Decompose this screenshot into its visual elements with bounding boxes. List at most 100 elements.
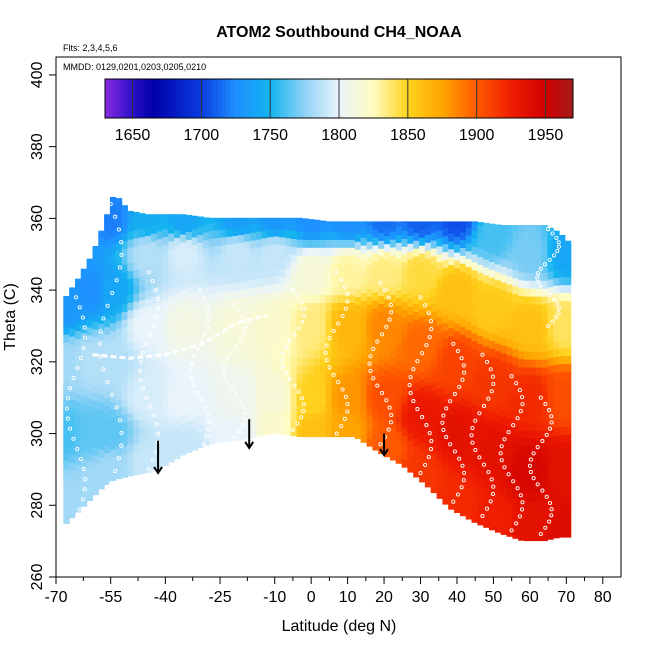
sample-point — [520, 500, 525, 505]
field-cell — [185, 239, 193, 248]
field-cell — [139, 370, 146, 380]
field-cell — [343, 389, 350, 398]
field-cell — [354, 414, 362, 424]
field-cell — [448, 375, 455, 384]
field-cell — [559, 521, 566, 530]
field-cell — [564, 355, 572, 364]
field-cell — [489, 300, 496, 310]
field-cell — [203, 397, 210, 407]
field-cell — [308, 389, 315, 398]
field-cell — [279, 244, 286, 254]
field-cell — [553, 387, 560, 397]
field-cell — [185, 231, 193, 240]
sample-point — [535, 445, 540, 450]
field-cell — [203, 413, 210, 422]
field-cell — [238, 281, 245, 291]
field-cell — [389, 286, 397, 295]
colorbar-cell — [175, 79, 180, 118]
field-cell — [168, 225, 175, 234]
field-cell — [92, 265, 99, 275]
field-cell — [133, 332, 140, 341]
field-cell — [506, 252, 513, 261]
field-cell — [378, 421, 385, 431]
field-cell — [559, 331, 566, 341]
field-cell — [442, 361, 449, 371]
field-cell — [133, 261, 140, 270]
field-cell — [63, 349, 70, 359]
field-cell — [191, 347, 198, 356]
field-cell — [500, 234, 508, 243]
field-cell — [424, 384, 432, 393]
field-cell — [144, 385, 152, 394]
field-cell — [448, 240, 455, 250]
field-cell — [255, 333, 263, 342]
field-cell — [465, 479, 473, 488]
field-cell — [127, 294, 134, 303]
field-cell — [465, 329, 473, 339]
field-cell — [284, 221, 292, 231]
field-cell — [547, 263, 554, 272]
colorbar-cell — [147, 79, 153, 118]
colorbar-frame — [104, 78, 574, 119]
y-tick-label: 300 — [29, 420, 46, 447]
field-cell — [156, 325, 163, 334]
field-cell — [156, 246, 163, 256]
field-cell — [203, 405, 210, 414]
field-cell — [436, 301, 443, 310]
field-cell — [529, 256, 537, 265]
field-cell — [541, 461, 548, 471]
field-cell — [314, 247, 321, 256]
field-cell — [512, 490, 519, 500]
field-cell — [506, 236, 513, 245]
field-cell — [559, 347, 566, 357]
field-cell — [448, 414, 455, 423]
colorbar-cell — [331, 79, 336, 118]
field-cell — [564, 513, 572, 522]
field-cell — [302, 365, 309, 374]
sample-point — [515, 416, 520, 421]
colorbar-cell — [307, 79, 313, 118]
field-cell — [75, 425, 82, 434]
field-cell — [512, 340, 519, 350]
field-cell — [500, 471, 508, 480]
field-cell — [273, 346, 280, 355]
field-cell — [535, 477, 543, 486]
field-cell — [465, 250, 473, 260]
field-cell — [144, 409, 152, 418]
field-cell — [133, 214, 140, 223]
field-cell — [279, 268, 286, 277]
field-cell — [267, 260, 274, 269]
field-cell — [483, 377, 490, 386]
field-cell — [459, 350, 467, 359]
field-cell — [203, 421, 210, 430]
field-cell — [121, 224, 128, 234]
field-cell — [535, 532, 543, 542]
field-cell — [553, 458, 560, 468]
field-cell — [535, 430, 543, 439]
field-cell — [308, 278, 315, 288]
field-cell — [86, 342, 93, 352]
sample-point — [202, 332, 207, 337]
field-cell — [500, 274, 508, 283]
field-cell — [284, 300, 292, 310]
field-cell — [98, 417, 105, 427]
field-cell — [63, 452, 70, 461]
field-cell — [127, 310, 134, 319]
field-cell — [384, 369, 391, 379]
field-cell — [279, 418, 286, 427]
sample-point — [205, 412, 210, 417]
colorbar-cell — [222, 79, 227, 118]
field-cell — [483, 259, 490, 268]
field-cell — [162, 299, 169, 308]
field-cell — [203, 302, 210, 312]
field-cell — [174, 450, 181, 459]
field-cell — [115, 289, 123, 298]
field-cell — [518, 453, 525, 462]
field-cell — [337, 255, 344, 264]
field-cell — [127, 223, 134, 232]
field-cell — [529, 272, 537, 281]
field-cell — [430, 350, 438, 359]
field-cell — [92, 439, 99, 448]
field-cell — [133, 340, 140, 349]
field-cell — [401, 348, 408, 358]
